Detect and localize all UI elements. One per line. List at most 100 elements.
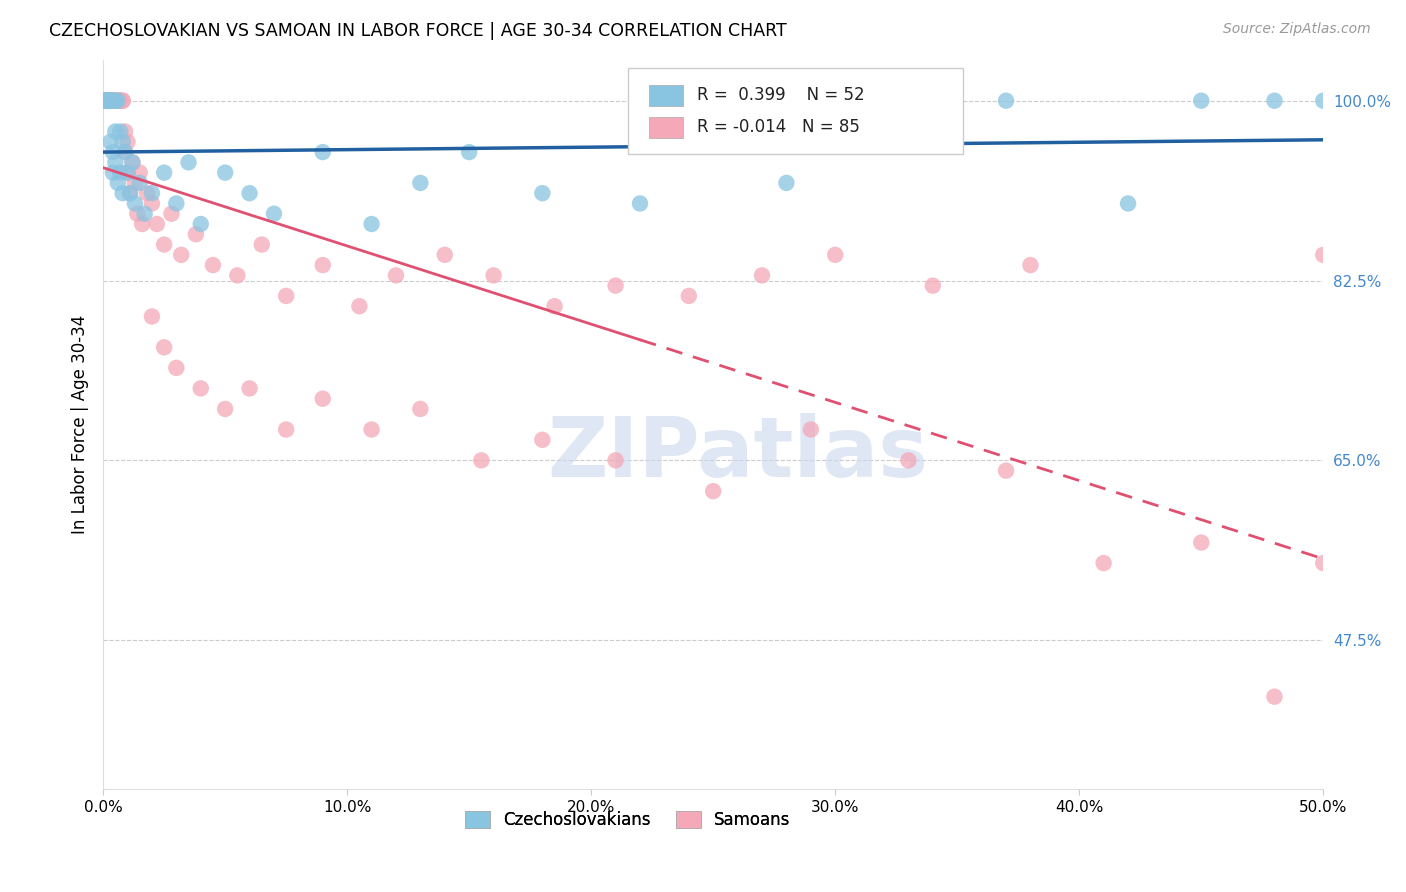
Point bbox=[678, 289, 700, 303]
Point bbox=[751, 268, 773, 283]
Point bbox=[108, 94, 131, 108]
Text: Source: ZipAtlas.com: Source: ZipAtlas.com bbox=[1223, 22, 1371, 37]
Point bbox=[531, 433, 554, 447]
Point bbox=[131, 217, 153, 231]
Point bbox=[117, 135, 139, 149]
Point bbox=[114, 145, 136, 159]
Point bbox=[107, 94, 129, 108]
Point bbox=[94, 94, 117, 108]
Point bbox=[101, 94, 124, 108]
Point bbox=[543, 299, 565, 313]
Point bbox=[97, 94, 120, 108]
Text: ZIPatlas: ZIPatlas bbox=[547, 413, 928, 494]
Point bbox=[101, 94, 124, 108]
Point bbox=[628, 196, 651, 211]
Y-axis label: In Labor Force | Age 30-34: In Labor Force | Age 30-34 bbox=[72, 315, 89, 534]
Point bbox=[108, 124, 131, 138]
Point bbox=[276, 423, 298, 437]
Point bbox=[94, 94, 117, 108]
Point bbox=[153, 340, 176, 354]
FancyBboxPatch shape bbox=[628, 69, 963, 154]
Point bbox=[995, 94, 1018, 108]
Point bbox=[1116, 196, 1139, 211]
Point bbox=[385, 268, 408, 283]
Point bbox=[409, 401, 432, 416]
Point bbox=[107, 94, 129, 108]
Point bbox=[214, 166, 236, 180]
Point bbox=[128, 166, 150, 180]
Point bbox=[360, 423, 382, 437]
Point bbox=[97, 94, 120, 108]
Point bbox=[1312, 248, 1334, 262]
Point bbox=[100, 94, 122, 108]
Point bbox=[531, 186, 554, 201]
Point bbox=[104, 155, 127, 169]
Point bbox=[146, 217, 169, 231]
Point bbox=[873, 94, 896, 108]
Point bbox=[824, 248, 846, 262]
Point bbox=[100, 135, 122, 149]
Point bbox=[118, 186, 141, 201]
Point bbox=[190, 217, 212, 231]
Point bbox=[160, 207, 183, 221]
Point bbox=[136, 186, 159, 201]
Point bbox=[605, 278, 627, 293]
Point bbox=[458, 145, 481, 159]
Point bbox=[111, 94, 134, 108]
Point bbox=[108, 94, 131, 108]
Text: R =  0.399    N = 52: R = 0.399 N = 52 bbox=[697, 87, 865, 104]
Point bbox=[104, 94, 127, 108]
Point bbox=[100, 94, 122, 108]
Point bbox=[127, 207, 149, 221]
Point bbox=[121, 155, 143, 169]
Text: R = -0.014   N = 85: R = -0.014 N = 85 bbox=[697, 119, 860, 136]
Point bbox=[177, 155, 200, 169]
Point bbox=[101, 166, 124, 180]
Point bbox=[141, 310, 163, 324]
Point bbox=[134, 207, 156, 221]
Point bbox=[100, 94, 122, 108]
Point bbox=[97, 94, 120, 108]
Point bbox=[111, 186, 134, 201]
Point bbox=[1019, 258, 1042, 272]
Point bbox=[101, 94, 124, 108]
Point bbox=[108, 166, 131, 180]
Point bbox=[1189, 535, 1212, 549]
Point bbox=[897, 453, 920, 467]
Point bbox=[100, 94, 122, 108]
Point bbox=[800, 423, 823, 437]
Point bbox=[1263, 94, 1285, 108]
Point bbox=[104, 94, 127, 108]
Point bbox=[97, 94, 120, 108]
Point bbox=[104, 94, 127, 108]
Point bbox=[482, 268, 505, 283]
Point bbox=[128, 176, 150, 190]
Point bbox=[1092, 556, 1115, 570]
Point bbox=[97, 94, 120, 108]
Point bbox=[97, 94, 120, 108]
Point bbox=[114, 124, 136, 138]
Point bbox=[124, 176, 146, 190]
Point bbox=[111, 94, 134, 108]
Point bbox=[117, 166, 139, 180]
Point bbox=[100, 94, 122, 108]
Point bbox=[97, 94, 120, 108]
Bar bbox=[648, 117, 683, 137]
Point bbox=[97, 94, 120, 108]
Point bbox=[101, 94, 124, 108]
Point bbox=[104, 94, 127, 108]
Point bbox=[312, 145, 335, 159]
Point bbox=[170, 248, 193, 262]
Point bbox=[104, 124, 127, 138]
Point bbox=[100, 94, 122, 108]
Point bbox=[165, 360, 187, 375]
Legend: Czechoslovakians, Samoans: Czechoslovakians, Samoans bbox=[458, 804, 797, 836]
Point bbox=[605, 453, 627, 467]
Point bbox=[1263, 690, 1285, 704]
Point bbox=[108, 94, 131, 108]
Point bbox=[238, 381, 260, 395]
Point bbox=[433, 248, 456, 262]
Point bbox=[141, 196, 163, 211]
Point bbox=[107, 94, 129, 108]
Bar bbox=[648, 85, 683, 105]
